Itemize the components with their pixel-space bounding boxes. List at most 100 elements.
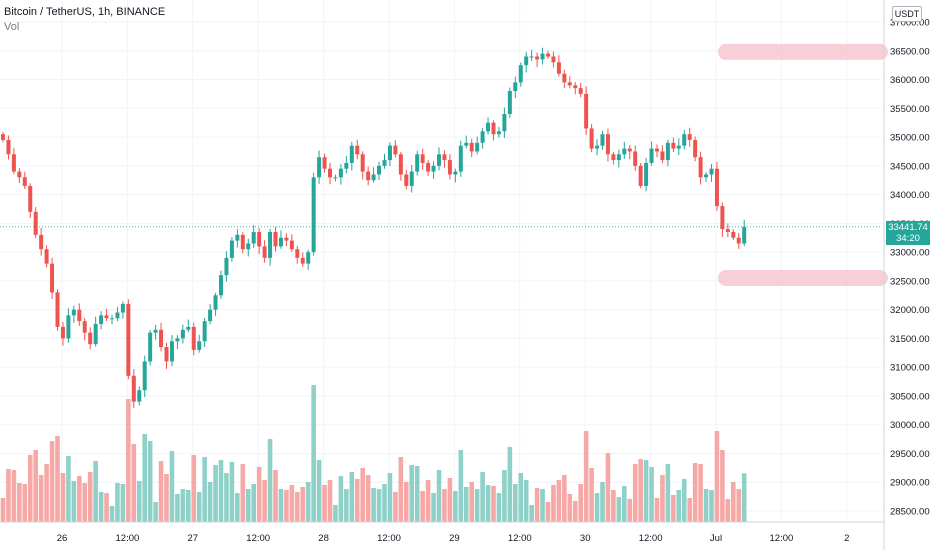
volume-bar <box>289 485 295 522</box>
time-axis-label: 12:00 <box>246 533 270 544</box>
volume-bar <box>169 451 175 522</box>
volume-bar <box>496 493 502 522</box>
candle-body <box>82 321 87 333</box>
volume-bar <box>267 439 273 522</box>
candle-body <box>284 237 289 241</box>
candle-body <box>415 154 420 172</box>
volume-bar <box>420 491 425 522</box>
volume-bar <box>654 498 660 522</box>
price-axis-label: 33000.00 <box>890 248 930 259</box>
last-price-value: 33441.74 <box>888 222 928 233</box>
volume-bar <box>589 468 594 522</box>
candle-body <box>633 151 638 166</box>
currency-button[interactable]: USDT <box>892 6 922 22</box>
candle-body <box>191 326 196 350</box>
volume-bar <box>142 434 147 522</box>
volume-bar <box>136 481 142 522</box>
candle-body <box>546 53 550 57</box>
volume-bar <box>507 447 513 522</box>
volume-bar <box>611 490 616 522</box>
candle-body <box>469 142 474 152</box>
volume-bar <box>605 453 611 522</box>
candle-body <box>202 321 207 342</box>
candle-body <box>562 73 567 83</box>
volume-bar <box>153 502 158 522</box>
candle-body <box>567 82 572 86</box>
candle-body <box>409 171 414 186</box>
symbol-title: Bitcoin / TetherUS, 1h, BINANCE <box>4 6 166 18</box>
volume-bar <box>115 483 120 522</box>
volume-bar <box>224 473 229 522</box>
candle-body <box>317 157 322 178</box>
volume-bar <box>109 506 115 522</box>
volume-bar <box>33 450 38 522</box>
volume-bar <box>207 482 213 522</box>
candle-body <box>447 160 452 175</box>
candle-body <box>437 154 441 166</box>
candle-body <box>404 174 409 186</box>
candle-body <box>322 157 327 169</box>
volume-bar <box>305 482 311 522</box>
candle-body <box>66 315 71 339</box>
volume-bar <box>627 499 633 522</box>
volume-bar <box>703 489 709 522</box>
candle-body <box>213 295 218 310</box>
volume-bar <box>594 493 600 522</box>
time-axis-label: 30 <box>580 533 591 544</box>
volume-bar <box>447 478 453 522</box>
volume-bar <box>681 479 687 522</box>
candle-body <box>393 145 398 155</box>
time-axis-label: 12:00 <box>377 533 401 544</box>
candle-body <box>131 375 136 402</box>
candle-body <box>333 177 338 179</box>
volume-bar <box>278 489 284 522</box>
candle-body <box>246 243 251 250</box>
price-axis-label: 31000.00 <box>890 363 930 374</box>
volume-bar <box>344 489 349 522</box>
time-axis-label: Jul <box>710 533 722 544</box>
candle-body <box>257 231 262 247</box>
candle-body <box>605 134 610 155</box>
candle-body <box>159 329 164 348</box>
volume-bar <box>387 473 393 522</box>
price-zone-resistance <box>718 43 888 60</box>
candle-body <box>186 326 191 330</box>
volume-bar <box>567 494 573 522</box>
price-axis-label: 34000.00 <box>890 190 930 201</box>
candle-body <box>660 151 665 161</box>
candle-body <box>93 324 98 345</box>
candle-body <box>595 145 600 149</box>
volume-bar <box>164 474 169 522</box>
volume-bar <box>485 485 491 522</box>
volume-bar <box>147 441 153 522</box>
time-axis-label: 12:00 <box>508 533 532 544</box>
candle-body <box>6 139 11 155</box>
volume-bar <box>578 484 583 522</box>
volume-bar <box>720 450 725 522</box>
price-axis-label: 30000.00 <box>890 420 930 431</box>
volume-bar <box>82 483 88 522</box>
volume-bar <box>414 466 420 522</box>
time-axis-label: 29 <box>449 533 460 544</box>
price-axis-label: 29000.00 <box>890 478 930 489</box>
volume-bar <box>158 461 164 522</box>
volume-bar <box>98 492 104 522</box>
candle-body <box>442 154 447 161</box>
candle-body <box>1 134 5 140</box>
volume-bar <box>513 484 518 522</box>
candle-body <box>671 142 676 149</box>
volume-bar <box>240 464 246 522</box>
volume-bar <box>431 493 436 522</box>
candle-body <box>687 134 692 140</box>
candle-body <box>573 85 578 89</box>
candle-body <box>464 142 469 146</box>
candle-body <box>714 168 719 207</box>
volume-bar <box>649 467 654 522</box>
price-zone-support <box>718 270 888 287</box>
candle-body <box>273 231 278 247</box>
volume-bar <box>622 486 627 522</box>
volume-bar <box>534 488 540 522</box>
candle-body <box>371 174 376 181</box>
price-axis-label: 32000.00 <box>890 305 930 316</box>
